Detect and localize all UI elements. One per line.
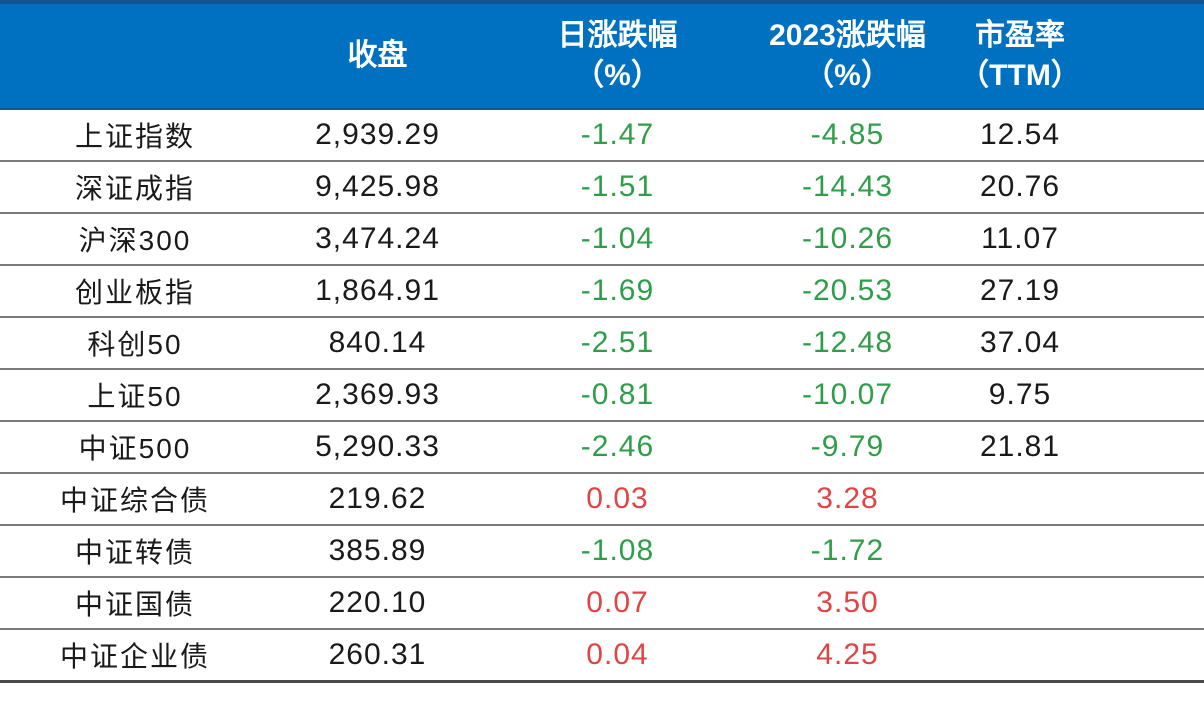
- spacer-cell: [1095, 213, 1204, 266]
- header-daily-line2: （%）: [574, 59, 661, 92]
- index-name-cell: 中证转债: [0, 525, 270, 578]
- ytd-change-cell: -4.85: [750, 109, 945, 162]
- spacer-cell: [1095, 369, 1204, 422]
- daily-change-cell: -0.81: [485, 369, 750, 422]
- ytd-change-cell: -10.26: [750, 213, 945, 266]
- ytd-change-cell: 4.25: [750, 629, 945, 683]
- index-name-cell: 上证指数: [0, 109, 270, 162]
- spacer-cell: [1095, 109, 1204, 162]
- index-name-cell: 科创50: [0, 317, 270, 370]
- table-row: 深证成指 9,425.98 -1.51 -14.43 20.76: [0, 161, 1204, 214]
- table-row: 创业板指 1,864.91 -1.69 -20.53 27.19: [0, 265, 1204, 318]
- ytd-change-cell: -1.72: [750, 525, 945, 578]
- pe-cell: 12.54: [945, 109, 1095, 162]
- index-name-cell: 沪深300: [0, 213, 270, 266]
- spacer-cell: [1095, 265, 1204, 318]
- pe-cell: 27.19: [945, 265, 1095, 318]
- close-cell: 1,864.91: [270, 265, 485, 318]
- header-close-column: 收盘: [270, 0, 485, 110]
- index-name-cell: 创业板指: [0, 265, 270, 318]
- header-pe-line1: 市盈率: [975, 18, 1065, 52]
- daily-change-cell: -1.47: [485, 109, 750, 162]
- header-spacer: [1095, 0, 1204, 110]
- daily-change-cell: 0.04: [485, 629, 750, 683]
- daily-change-cell: -2.46: [485, 421, 750, 474]
- table-row: 中证转债 385.89 -1.08 -1.72: [0, 525, 1204, 578]
- spacer-cell: [1095, 525, 1204, 578]
- header-ytd-line1: 2023涨跌幅: [769, 18, 926, 52]
- spacer-cell: [1095, 161, 1204, 214]
- index-name-cell: 中证国债: [0, 577, 270, 630]
- table-row: 上证指数 2,939.29 -1.47 -4.85 12.54: [0, 109, 1204, 162]
- table-row: 中证500 5,290.33 -2.46 -9.79 21.81: [0, 421, 1204, 474]
- pe-cell: [945, 525, 1095, 578]
- daily-change-cell: 0.07: [485, 577, 750, 630]
- pe-cell: [945, 629, 1095, 683]
- daily-change-cell: 0.03: [485, 473, 750, 526]
- ytd-change-cell: 3.28: [750, 473, 945, 526]
- pe-cell: [945, 577, 1095, 630]
- spacer-cell: [1095, 473, 1204, 526]
- close-cell: 840.14: [270, 317, 485, 370]
- spacer-cell: [1095, 421, 1204, 474]
- pe-cell: 37.04: [945, 317, 1095, 370]
- close-cell: 2,939.29: [270, 109, 485, 162]
- close-cell: 3,474.24: [270, 213, 485, 266]
- daily-change-cell: -1.69: [485, 265, 750, 318]
- table-row: 上证50 2,369.93 -0.81 -10.07 9.75: [0, 369, 1204, 422]
- header-pe-line2: （TTM）: [959, 59, 1081, 92]
- table-row: 中证企业债 260.31 0.04 4.25: [0, 629, 1204, 683]
- spacer-cell: [1095, 317, 1204, 370]
- table-row: 科创50 840.14 -2.51 -12.48 37.04: [0, 317, 1204, 370]
- daily-change-cell: -1.51: [485, 161, 750, 214]
- index-name-cell: 中证综合债: [0, 473, 270, 526]
- pe-cell: 20.76: [945, 161, 1095, 214]
- table-row: 中证综合债 219.62 0.03 3.28: [0, 473, 1204, 526]
- daily-change-cell: -1.08: [485, 525, 750, 578]
- pe-cell: 11.07: [945, 213, 1095, 266]
- close-cell: 260.31: [270, 629, 485, 683]
- ytd-change-cell: -9.79: [750, 421, 945, 474]
- index-name-cell: 中证企业债: [0, 629, 270, 683]
- table-row: 中证国债 220.10 0.07 3.50: [0, 577, 1204, 630]
- close-cell: 5,290.33: [270, 421, 485, 474]
- daily-change-cell: -1.04: [485, 213, 750, 266]
- header-name-column: [0, 0, 270, 110]
- table-body: 上证指数 2,939.29 -1.47 -4.85 12.54 深证成指 9,4…: [0, 109, 1204, 683]
- spacer-cell: [1095, 577, 1204, 630]
- index-name-cell: 上证50: [0, 369, 270, 422]
- close-cell: 2,369.93: [270, 369, 485, 422]
- market-index-table: 收盘 日涨跌幅 （%） 2023涨跌幅 （%） 市盈率 （TTM） 上证指数: [0, 0, 1204, 683]
- ytd-change-cell: -12.48: [750, 317, 945, 370]
- ytd-change-cell: -20.53: [750, 265, 945, 318]
- table-header: 收盘 日涨跌幅 （%） 2023涨跌幅 （%） 市盈率 （TTM）: [0, 0, 1204, 110]
- header-row: 收盘 日涨跌幅 （%） 2023涨跌幅 （%） 市盈率 （TTM）: [0, 0, 1204, 110]
- header-daily-change-column: 日涨跌幅 （%）: [485, 0, 750, 110]
- table-row: 沪深300 3,474.24 -1.04 -10.26 11.07: [0, 213, 1204, 266]
- pe-cell: [945, 473, 1095, 526]
- close-cell: 9,425.98: [270, 161, 485, 214]
- pe-cell: 9.75: [945, 369, 1095, 422]
- header-pe-column: 市盈率 （TTM）: [945, 0, 1095, 110]
- header-ytd-line2: （%）: [804, 59, 891, 92]
- index-name-cell: 中证500: [0, 421, 270, 474]
- close-cell: 220.10: [270, 577, 485, 630]
- header-daily-line1: 日涨跌幅: [557, 18, 678, 52]
- ytd-change-cell: 3.50: [750, 577, 945, 630]
- ytd-change-cell: -14.43: [750, 161, 945, 214]
- header-ytd-change-column: 2023涨跌幅 （%）: [750, 0, 945, 110]
- ytd-change-cell: -10.07: [750, 369, 945, 422]
- close-cell: 385.89: [270, 525, 485, 578]
- index-table: 收盘 日涨跌幅 （%） 2023涨跌幅 （%） 市盈率 （TTM） 上证指数: [0, 0, 1204, 683]
- spacer-cell: [1095, 629, 1204, 683]
- daily-change-cell: -2.51: [485, 317, 750, 370]
- index-name-cell: 深证成指: [0, 161, 270, 214]
- pe-cell: 21.81: [945, 421, 1095, 474]
- close-cell: 219.62: [270, 473, 485, 526]
